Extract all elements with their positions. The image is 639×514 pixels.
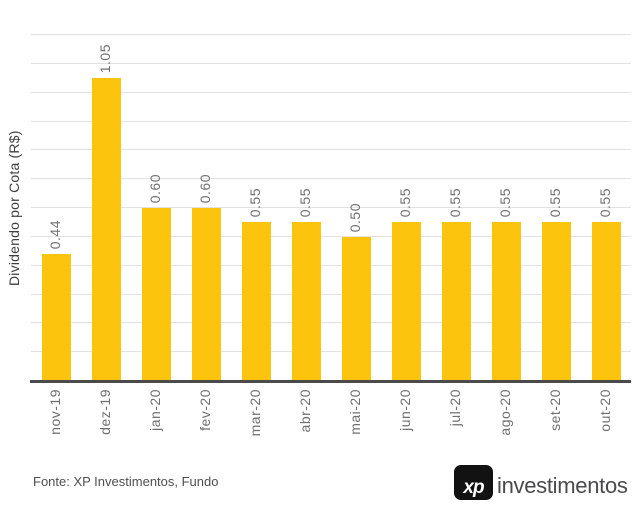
bar-value-label: 0.55 [447,188,463,218]
xp-logo-mark-text: xp [463,477,484,498]
gridline [31,264,631,266]
bar-value-label: 0.55 [597,188,613,218]
x-axis-label: ago-20 [497,389,513,436]
x-axis-label: jun-20 [397,389,413,431]
bar-value-label: 0.60 [147,173,163,203]
bar-fev-20 [191,208,221,381]
bar-set-20 [541,222,571,381]
plot-area: 0.44 1.05 0.60 0.60 0.55 0.55 0.50 0.55 0.55 0.55… [31,34,631,381]
x-axis-label: mai-20 [347,389,363,435]
x-axis-label: mar-20 [247,389,263,437]
gridline [31,235,631,237]
bar-out-20 [591,222,621,381]
bar-value-label: 0.55 [547,188,563,218]
bar-jun-20 [391,222,421,381]
x-axis-label: out-20 [597,389,613,432]
gridline [31,91,631,93]
x-axis-label: abr-20 [297,389,313,433]
source-text: Fonte: XP Investimentos, Fundo [33,474,219,489]
xp-logo-icon: xp [454,465,493,500]
x-axis-label: nov-19 [47,389,63,435]
gridline [31,62,631,64]
xp-logo-brand-text: investimentos [497,473,628,498]
gridline [31,120,631,122]
bar-nov-19 [41,254,71,381]
gridline [31,322,631,324]
x-axis-line [30,380,631,383]
gridline [31,293,631,295]
bar-value-label: 0.50 [347,202,363,232]
gridline [31,351,631,353]
bar-value-label: 0.60 [197,173,213,203]
x-axis-label: fev-20 [197,389,213,431]
bar-value-label: 0.44 [47,219,63,250]
bar-value-label: 0.55 [297,188,313,218]
bar-dez-19 [91,78,121,381]
bar-jan-20 [141,208,171,381]
gridline [31,149,631,151]
x-axis-label: dez-19 [97,389,113,435]
x-axis-label: set-20 [547,389,563,431]
x-axis: nov-19 dez-19 jan-20 fev-20 mar-20 abr-20 mai-… [31,389,631,459]
bar-value-label: 1.05 [97,44,113,74]
bar-value-label: 0.55 [247,188,263,218]
bar-mai-20 [341,236,371,381]
gridline [31,178,631,180]
bar-mar-20 [241,222,271,381]
y-axis-title: Dividendo por Cota (R$) [6,130,22,286]
gridline [31,34,631,35]
bar-jul-20 [441,222,471,381]
xp-investimentos-logo: xp investimentos [454,465,628,500]
bar-abr-20 [291,222,321,381]
bar-value-label: 0.55 [397,188,413,218]
bar-ago-20 [491,222,521,381]
gridline [31,207,631,208]
x-axis-label: jan-20 [147,389,163,431]
x-axis-label: jul-20 [447,389,463,427]
bar-value-label: 0.55 [497,188,513,218]
